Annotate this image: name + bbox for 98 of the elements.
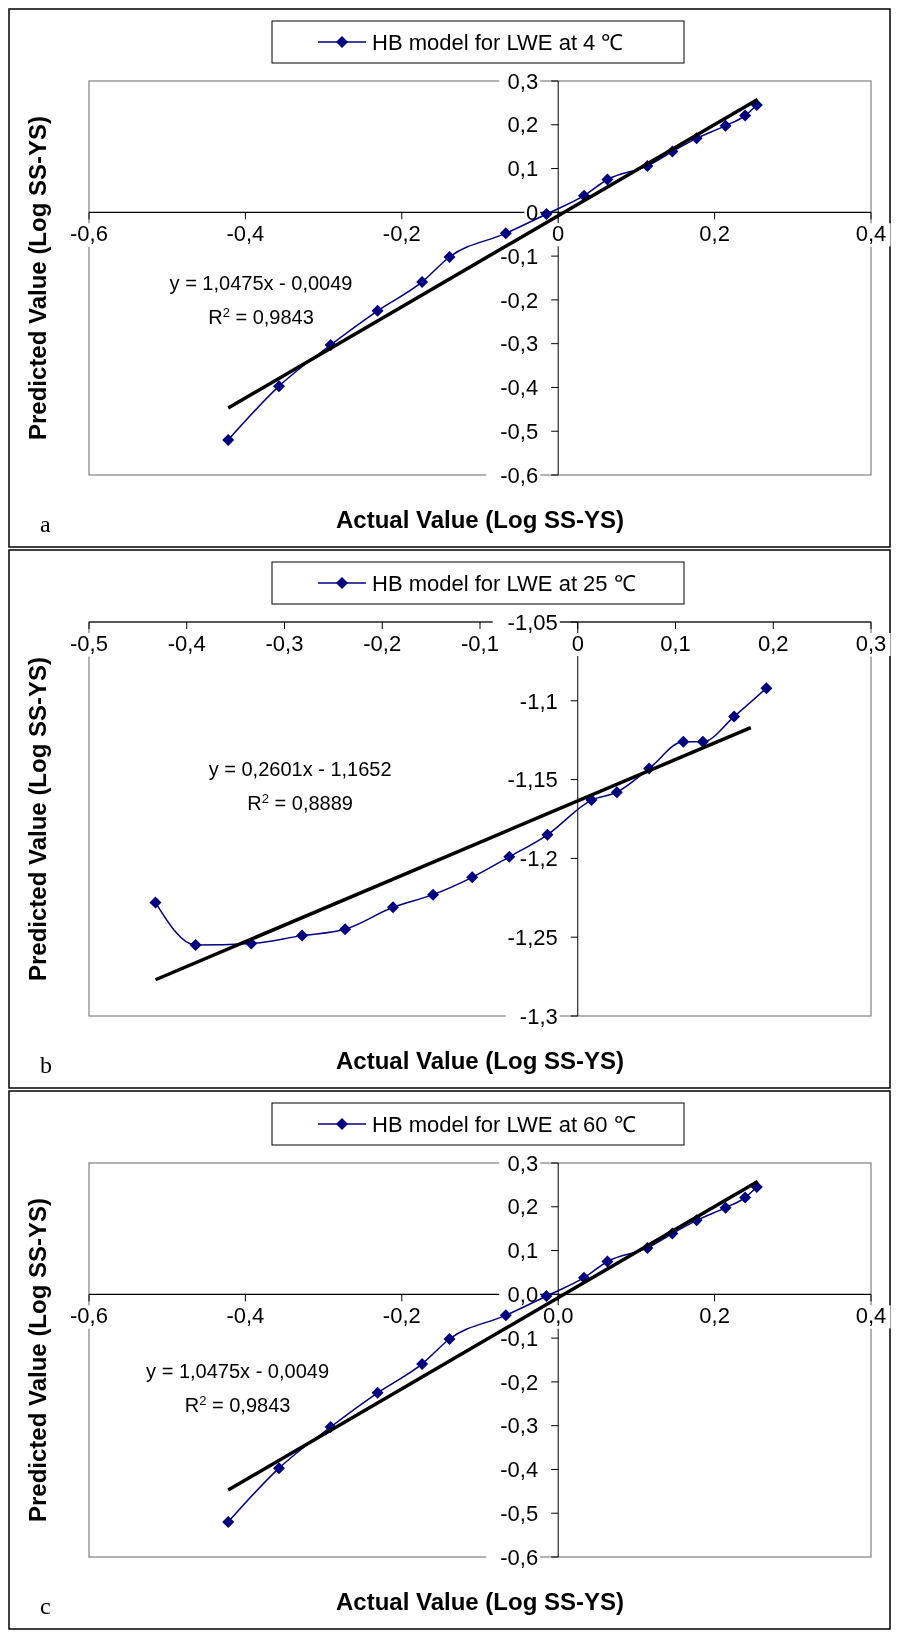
y-axis-title: Predicted Value (Log SS-YS) — [24, 115, 51, 441]
x-tick-label: 0,4 — [855, 221, 887, 247]
x-tick-label: 0,4 — [855, 1303, 887, 1329]
y-tick-label: 0,3 — [507, 68, 539, 94]
y-tick-label: -1,2 — [519, 846, 558, 872]
y-tick-label: -0,3 — [500, 1413, 539, 1439]
point — [189, 939, 202, 952]
y-tick-label: -0,3 — [500, 331, 539, 357]
text: c — [40, 1593, 51, 1619]
point — [427, 888, 440, 901]
x-tick-label: -0,1 — [461, 631, 499, 656]
x-tick-label: 0 — [571, 631, 584, 656]
annotation: R$^{2}$ = 0,8889 — [247, 790, 353, 814]
x-tick-label: -0,2 — [363, 631, 402, 656]
point — [499, 1309, 512, 1322]
x-tick-label: -0,5 — [70, 631, 108, 656]
y-tick-label: -0,2 — [500, 1369, 539, 1395]
x-tick-label: -0,4 — [226, 221, 265, 247]
legend-label: HB model for LWE at 25 ℃ — [372, 570, 636, 596]
point — [296, 929, 309, 942]
text: b — [40, 1052, 52, 1078]
y-tick-label: -0,4 — [500, 1457, 539, 1483]
x-tick-label: 0,2 — [757, 631, 789, 656]
x-tick-label: 0,2 — [699, 221, 730, 247]
x-axis-title: Actual Value (Log SS-YS) — [335, 506, 625, 533]
point — [540, 208, 553, 221]
y-tick-label: 0,3 — [507, 1150, 539, 1176]
y-tick-label: -0,1 — [500, 243, 539, 269]
annotation: y = 0,2601x - 1,1652 — [208, 757, 392, 780]
y-axis-title: Predicted Value (Log SS-YS) — [24, 656, 51, 982]
point — [149, 896, 162, 909]
point — [222, 1515, 235, 1528]
point — [601, 1255, 614, 1268]
x-axis-title: Actual Value (Log SS-YS) — [335, 1588, 625, 1615]
point — [443, 250, 456, 263]
y-axis-title: Predicted Value (Log SS-YS) — [24, 1197, 51, 1523]
x-tick-label: 0,3 — [855, 631, 887, 656]
y-tick-label: -1,25 — [507, 924, 558, 950]
point — [677, 735, 690, 748]
x-tick-label: -0,3 — [265, 631, 304, 656]
point — [339, 923, 352, 936]
annotation: y = 1,0475x - 0,0049 — [146, 1359, 330, 1382]
point — [273, 1462, 286, 1475]
point — [719, 1201, 732, 1214]
x-tick-label: -0,4 — [226, 1303, 265, 1329]
x-tick-label: -0,4 — [167, 631, 206, 656]
point — [371, 304, 384, 317]
annotation: R$^{2}$ = 0,9843 — [184, 1392, 291, 1416]
y-tick-label: -0,5 — [500, 418, 539, 444]
text: a — [40, 511, 51, 537]
legend-label: HB model for LWE at 60 ℃ — [372, 1111, 636, 1137]
y-tick-label: -1,05 — [507, 609, 558, 635]
point — [371, 1386, 384, 1399]
point — [739, 1191, 752, 1204]
x-tick-label: -0,6 — [70, 1303, 108, 1329]
y-tick-label: -0,6 — [500, 1544, 539, 1570]
point — [696, 735, 709, 748]
x-tick-label: 0,0 — [542, 1303, 574, 1329]
annotation: R$^{2}$ = 0,9843 — [208, 304, 314, 328]
y-tick-label: -0,4 — [500, 375, 539, 401]
y-tick-label: 0,2 — [507, 1194, 539, 1220]
point — [222, 433, 235, 446]
point — [610, 786, 623, 799]
y-tick-label: 0 — [525, 200, 539, 226]
y-tick-label: 0,0 — [507, 1282, 539, 1308]
y-tick-label: -0,6 — [500, 462, 539, 488]
point — [760, 682, 773, 695]
y-tick-label: 0,1 — [507, 1238, 539, 1264]
y-tick-label: -0,1 — [500, 1325, 539, 1351]
point — [728, 710, 741, 723]
point — [443, 1332, 456, 1345]
y-tick-label: 0,1 — [507, 156, 539, 182]
y-tick-label: 0,2 — [507, 112, 539, 138]
y-tick-label: -0,5 — [500, 1500, 539, 1526]
y-tick-label: -0,2 — [500, 287, 539, 313]
y-tick-label: -1,3 — [519, 1003, 558, 1029]
annotation: y = 1,0475x - 0,0049 — [169, 271, 353, 294]
point — [541, 828, 554, 841]
legend-label: HB model for LWE at 4 ℃ — [372, 29, 624, 55]
point — [273, 380, 286, 393]
x-tick-label: -0,2 — [382, 221, 421, 247]
y-tick-label: -1,15 — [507, 767, 558, 793]
x-tick-label: 0,2 — [699, 1303, 730, 1329]
point — [387, 901, 399, 914]
point — [416, 275, 429, 288]
point — [739, 109, 752, 122]
x-tick-label: -0,2 — [382, 1303, 421, 1329]
point — [601, 173, 614, 186]
point — [416, 1357, 429, 1370]
point — [540, 1290, 553, 1303]
point — [503, 850, 516, 863]
x-tick-label: -0,6 — [70, 221, 108, 247]
y-tick-label: -1,1 — [519, 688, 558, 714]
point — [499, 227, 512, 240]
point — [466, 871, 479, 884]
point — [719, 119, 732, 132]
x-tick-label: 0,1 — [660, 631, 691, 656]
x-axis-title: Actual Value (Log SS-YS) — [335, 1047, 625, 1074]
